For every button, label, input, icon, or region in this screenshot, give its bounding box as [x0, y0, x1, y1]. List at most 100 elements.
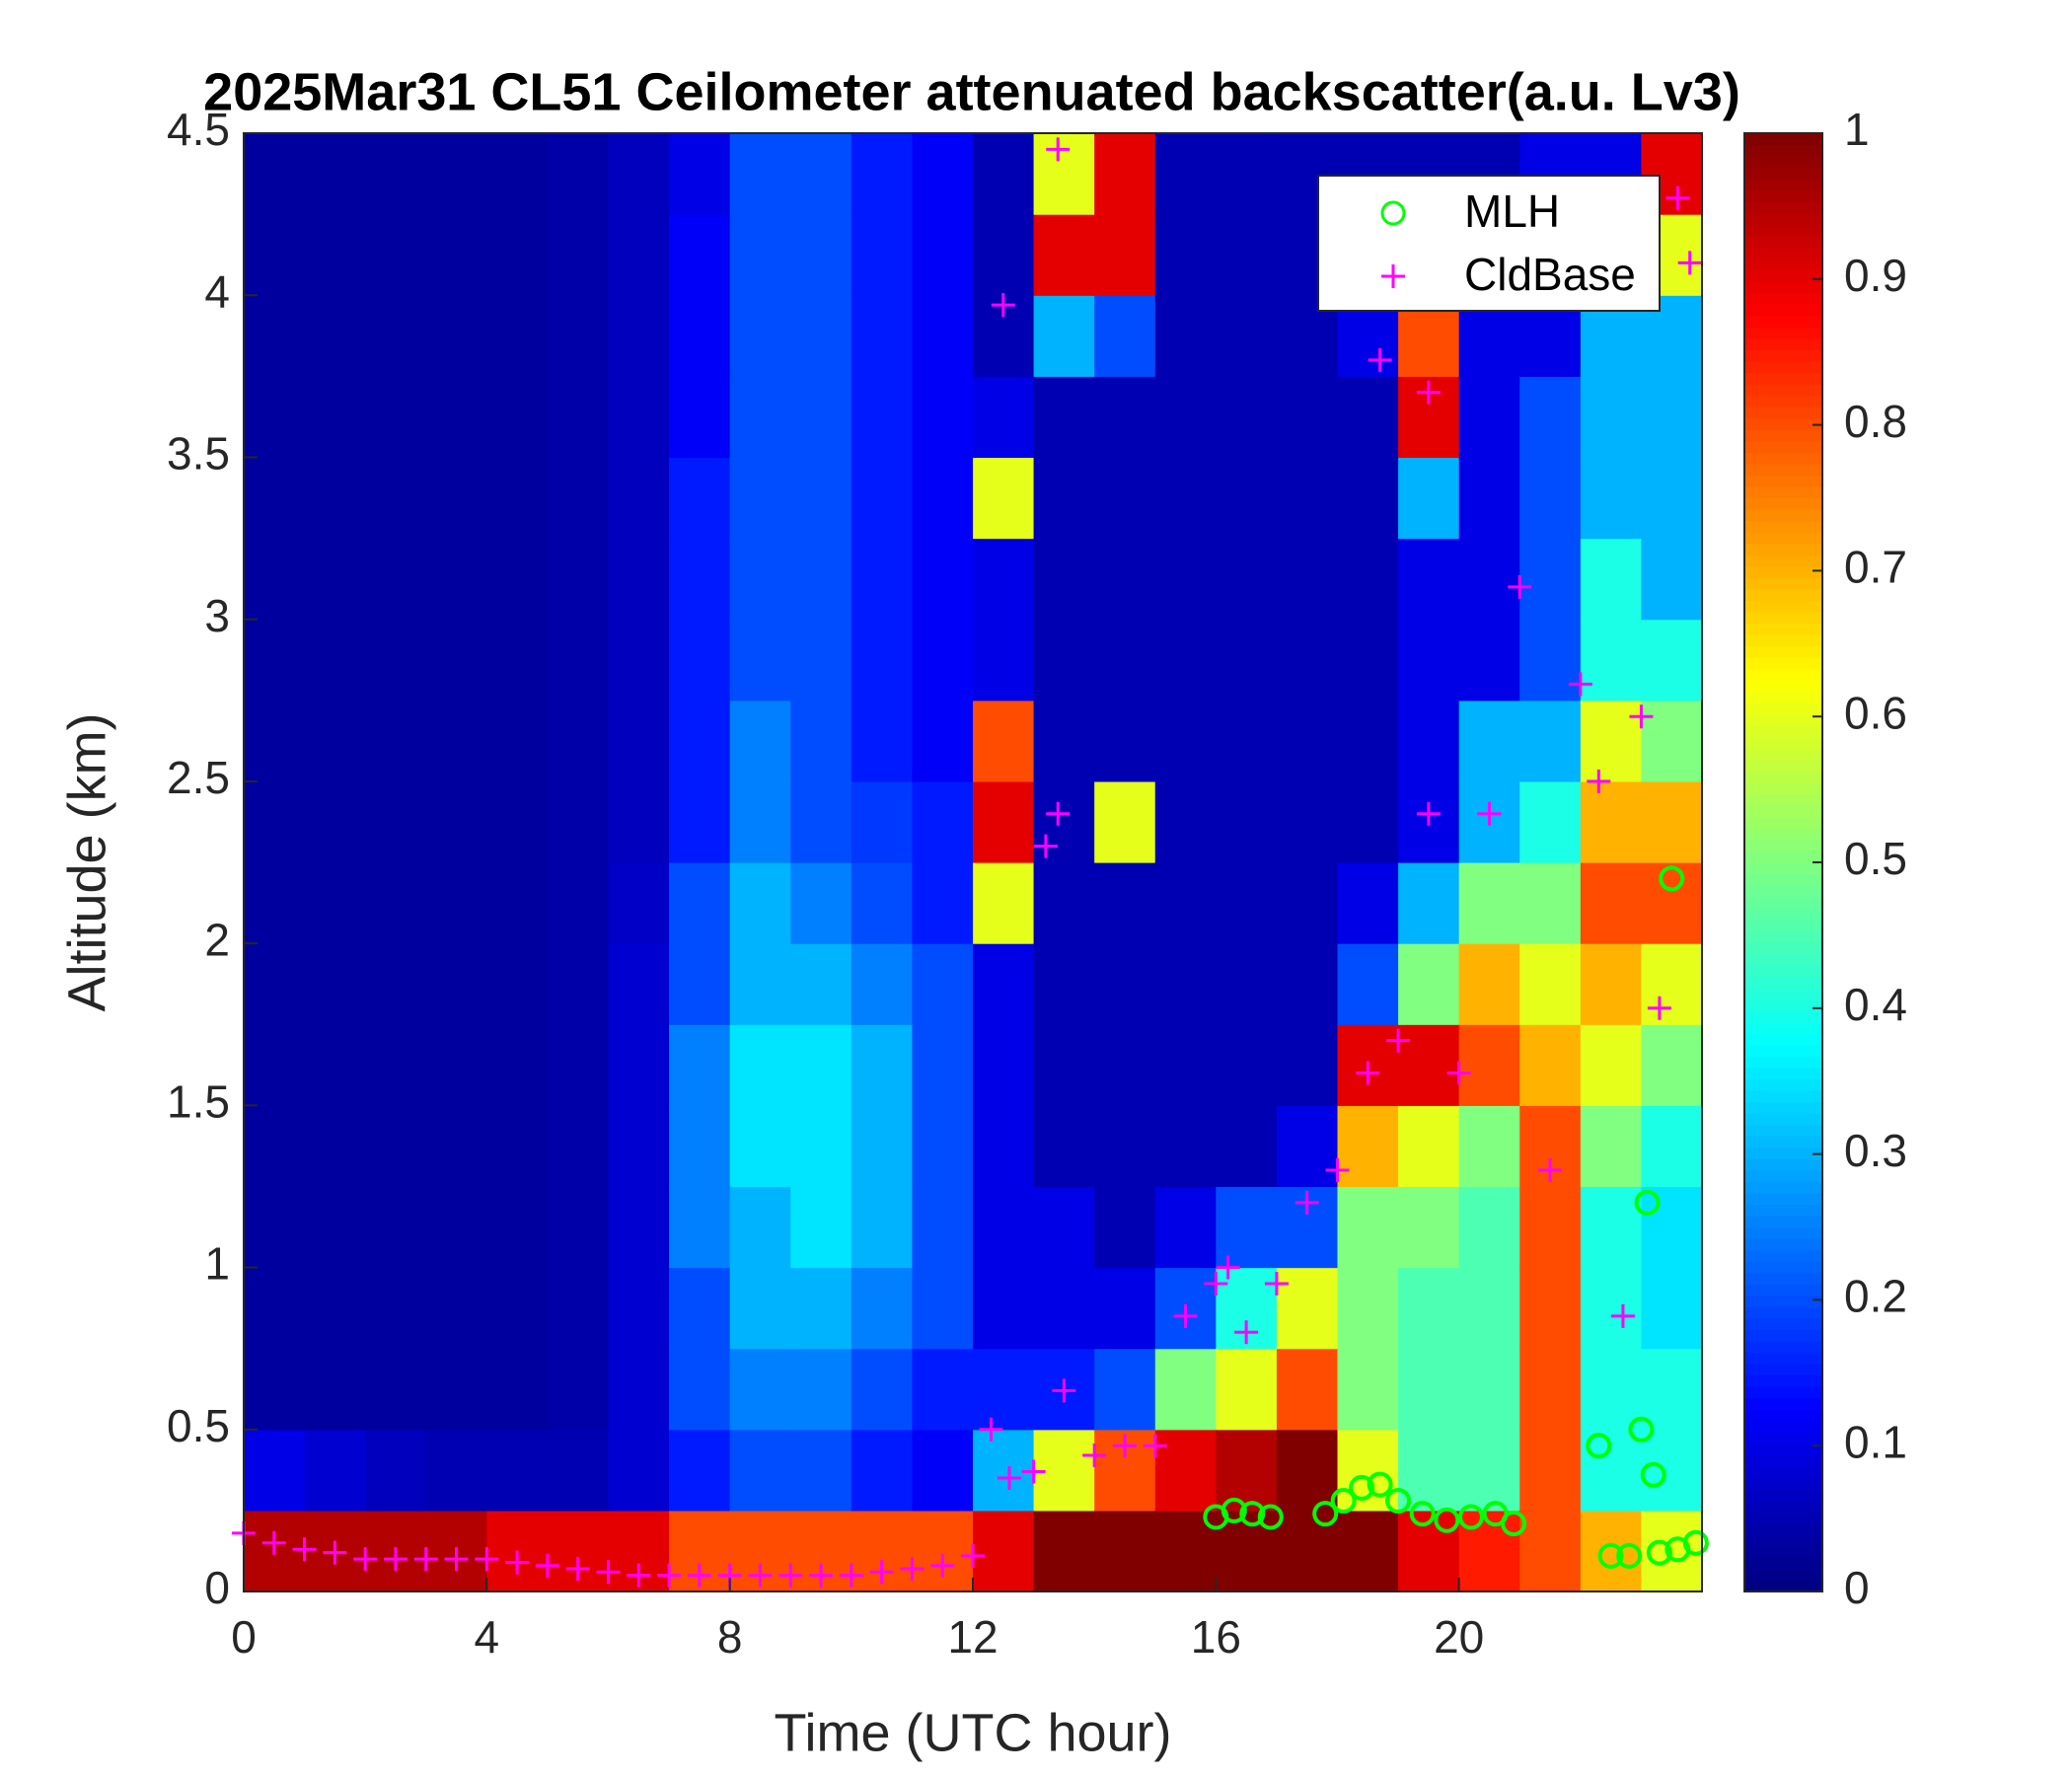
heatmap-cell	[790, 538, 852, 621]
colorbar-swatch	[1744, 1500, 1822, 1513]
heatmap-cell	[790, 780, 852, 863]
heatmap-cell	[1216, 295, 1278, 377]
heatmap-cell	[1094, 376, 1156, 459]
heatmap-cell	[425, 133, 487, 215]
cldbase-point	[1052, 1378, 1076, 1403]
heatmap-cell	[912, 376, 974, 459]
heatmap-cell	[1276, 376, 1339, 459]
heatmap-cell	[1398, 943, 1460, 1025]
mlh-point	[1239, 1501, 1266, 1527]
colorbar-swatch	[1744, 873, 1822, 886]
colorbar-swatch	[1744, 372, 1822, 385]
cldbase-point	[657, 1563, 682, 1588]
heatmap-cell	[1519, 1510, 1582, 1592]
y-tick-label: 3	[204, 590, 230, 641]
heatmap-cell	[1154, 1429, 1217, 1512]
heatmap-cell	[669, 1024, 731, 1106]
cldbase-point	[1629, 704, 1654, 729]
colorbar-swatch	[1744, 212, 1822, 225]
heatmap-cell	[1519, 1429, 1582, 1512]
colorbar-swatch	[1744, 680, 1822, 693]
heatmap-cell	[729, 862, 791, 944]
y-tick-label: 3.5	[167, 428, 230, 480]
heatmap-cell	[304, 538, 366, 621]
heatmap-cell	[669, 1429, 731, 1512]
cldbase-point	[1046, 801, 1071, 826]
colorbar-swatch	[1744, 1124, 1822, 1137]
colorbar-swatch	[1744, 407, 1822, 419]
heatmap-cell	[1398, 538, 1460, 621]
heatmap-cell	[244, 943, 306, 1025]
colorbar-swatch	[1744, 485, 1822, 499]
heatmap-cell	[912, 1267, 974, 1350]
heatmap-cell	[973, 538, 1035, 621]
heatmap-cell	[729, 214, 791, 296]
heatmap-cell	[1458, 1186, 1520, 1269]
heatmap-cell	[608, 1267, 670, 1350]
heatmap-cell	[1033, 133, 1095, 215]
heatmap-cell	[304, 133, 366, 215]
heatmap-cell	[1398, 1348, 1460, 1431]
heatmap-cell	[729, 376, 791, 459]
heatmap-cell	[1641, 457, 1703, 540]
heatmap-cell	[1154, 538, 1217, 621]
mlh-point	[1409, 1501, 1436, 1527]
colorbar-swatch	[1744, 1033, 1822, 1046]
cldbase-point	[292, 1537, 317, 1562]
heatmap-cell	[1216, 1105, 1278, 1188]
colorbar-swatch	[1744, 851, 1822, 863]
cldbase-point	[353, 1547, 378, 1572]
heatmap-cell	[912, 1348, 974, 1431]
heatmap-cell	[1641, 1186, 1703, 1269]
heatmap-cell	[365, 619, 427, 702]
legend-marker	[1380, 200, 1406, 226]
heatmap-cell	[1337, 538, 1399, 621]
heatmap-cell	[1641, 1429, 1703, 1512]
heatmap-cell	[1033, 700, 1095, 782]
heatmap-cell	[486, 1429, 549, 1512]
colorbar-swatch	[1744, 349, 1822, 362]
cldbase-point	[839, 1563, 863, 1588]
cldbase-point	[323, 1540, 347, 1565]
colorbar-swatch	[1744, 862, 1822, 875]
mlh-point	[1457, 1504, 1484, 1530]
heatmap-cell	[1580, 862, 1643, 944]
colorbar-swatch	[1744, 657, 1822, 670]
colorbar-swatch	[1744, 1512, 1822, 1524]
cldbase-point	[1477, 801, 1502, 826]
colorbar-swatch	[1744, 1147, 1822, 1159]
chart-title: 2025Mar31 CL51 Ceilometer attenuated bac…	[203, 62, 1740, 121]
heatmap-cell	[1216, 1429, 1278, 1512]
colorbar-swatch	[1744, 1489, 1822, 1502]
heatmap-cell	[486, 619, 549, 702]
heatmap-cell	[851, 133, 914, 215]
heatmap-cell	[1276, 1267, 1339, 1350]
heatmap-cell	[1580, 1024, 1643, 1106]
cldbase-point	[1112, 1434, 1137, 1458]
heatmap-cell	[669, 1348, 731, 1431]
heatmap-cell	[304, 1105, 366, 1188]
cldbase-point	[475, 1547, 499, 1572]
heatmap-cell	[486, 1348, 549, 1431]
mlh-point	[1646, 1539, 1672, 1566]
heatmap-cell	[1337, 1267, 1399, 1350]
colorbar-swatch	[1744, 736, 1822, 750]
y-tick-label: 2	[204, 914, 230, 965]
heatmap-cell	[365, 133, 427, 215]
colorbar-swatch	[1744, 224, 1822, 237]
heatmap-cell	[547, 1348, 610, 1431]
colorbar-swatch	[1744, 805, 1822, 818]
heatmap-cell	[608, 1186, 670, 1269]
x-tick-label: 4	[475, 1611, 500, 1663]
heatmap-cell	[608, 1024, 670, 1106]
heatmap-cell	[486, 457, 549, 540]
heatmap-cell	[729, 1105, 791, 1188]
heatmap-cell	[1641, 1024, 1703, 1106]
heatmap-cell	[1641, 1267, 1703, 1350]
heatmap-cell	[425, 1267, 487, 1350]
heatmap-cell	[851, 943, 914, 1025]
colorbar-swatch	[1744, 953, 1822, 966]
heatmap-cell	[669, 862, 731, 944]
heatmap-cell	[1458, 538, 1520, 621]
colorbar-swatch	[1744, 1067, 1822, 1079]
